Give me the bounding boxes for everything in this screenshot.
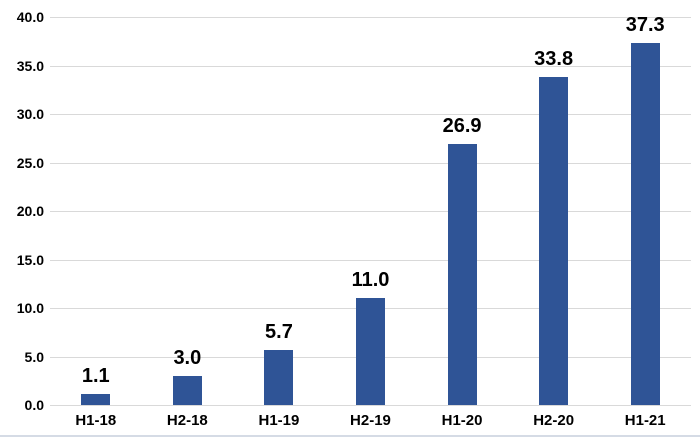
y-tick-label: 30.0 xyxy=(16,106,44,122)
bar-H1-21 xyxy=(630,43,660,405)
data-label: 26.9 xyxy=(442,115,482,138)
bar-H2-20 xyxy=(539,77,569,405)
x-tick-label: H1-18 xyxy=(75,412,117,429)
y-tick-label: 40.0 xyxy=(16,9,44,25)
y-tick-label: 35.0 xyxy=(16,57,44,74)
gridline xyxy=(50,65,691,67)
data-label: 3.0 xyxy=(173,346,202,369)
gridline xyxy=(50,259,691,261)
x-tick-label: H1-20 xyxy=(441,412,483,429)
gridline xyxy=(50,114,691,115)
data-label: 5.7 xyxy=(265,320,293,343)
bar-H2-18 xyxy=(172,375,202,405)
x-tick-label: H2-19 xyxy=(350,412,391,429)
plot-area: 1.1 3.0 5.7 11.0 26.9 33.8 37.3 xyxy=(50,14,691,406)
chart-bottom-border xyxy=(0,435,700,437)
y-tick-label: 20.0 xyxy=(16,203,44,219)
y-tick-label: 10.0 xyxy=(16,300,44,316)
data-label: 1.1 xyxy=(81,365,110,388)
x-axis: H1-18 H2-18 H1-19 H2-19 H1-20 H2-20 H1-21 xyxy=(50,405,691,435)
bar-H1-18 xyxy=(81,394,111,405)
x-tick-label: H2-20 xyxy=(533,412,575,429)
gridline xyxy=(50,211,691,212)
bar-H1-20 xyxy=(447,144,477,405)
gridline xyxy=(50,162,691,164)
y-tick-label: 0.0 xyxy=(24,397,44,413)
y-tick-label: 25.0 xyxy=(16,154,44,171)
bar-H2-19 xyxy=(356,298,385,405)
gridline xyxy=(50,17,691,18)
data-label: 37.3 xyxy=(625,14,665,37)
x-tick-label: H2-18 xyxy=(166,412,208,429)
x-tick-label: H1-21 xyxy=(624,412,666,429)
gridline xyxy=(50,405,691,406)
data-label: 33.8 xyxy=(534,48,574,71)
y-tick-label: 15.0 xyxy=(16,251,44,268)
bar-H1-19 xyxy=(264,349,294,405)
y-tick-label: 5.0 xyxy=(24,348,44,365)
x-tick-label: H1-19 xyxy=(258,412,300,429)
data-label: 11.0 xyxy=(351,269,390,292)
